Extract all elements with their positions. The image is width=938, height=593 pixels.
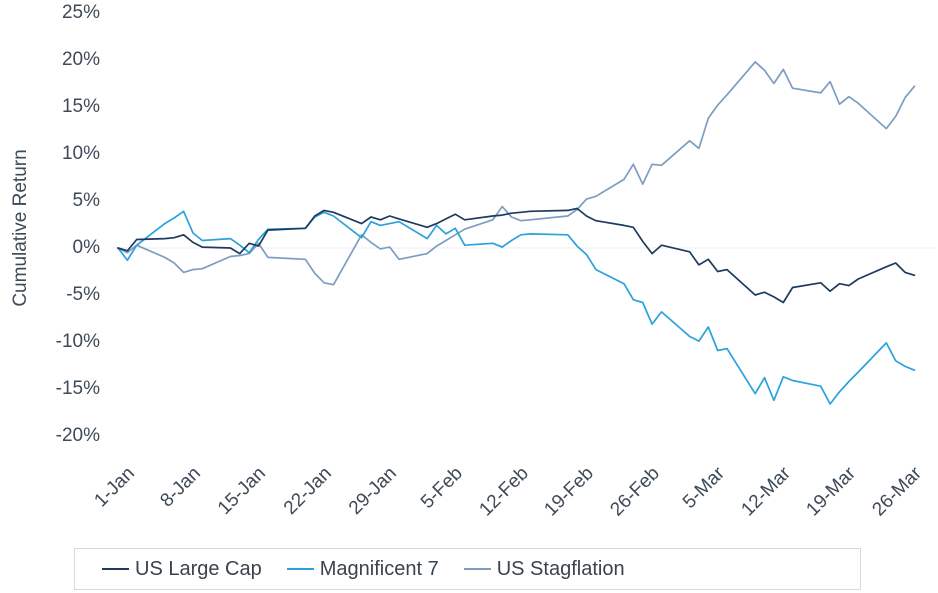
series-line-us-large-cap (117, 207, 916, 304)
legend-line-swatch (102, 568, 129, 570)
legend-item-magnificent-7: Magnificent 7 (286, 557, 439, 581)
legend-label: US Stagflation (496, 557, 625, 580)
legend-line-swatch (286, 568, 314, 570)
y-tick-label: 10% (61, 143, 100, 164)
legend-label: US Large Cap (135, 557, 262, 580)
y-tick-label: 25% (61, 2, 100, 23)
series-line-magnificent-7 (117, 210, 916, 405)
legend-item-us-large-cap: US Large Cap (102, 558, 262, 581)
legend-label: Magnificent 7 (319, 557, 439, 580)
legend: US Large Cap Magnificent 7 US Stagflation (74, 548, 861, 590)
y-tick-label: 0% (72, 237, 100, 258)
y-tick-label: 5% (72, 190, 100, 211)
y-tick-label: -10% (55, 331, 100, 352)
legend-line-swatch (463, 568, 491, 570)
y-tick-label: 20% (61, 49, 100, 70)
series-line-us-stagflation (117, 61, 916, 286)
y-tick-label: 15% (61, 96, 100, 117)
y-tick-label: -5% (66, 284, 100, 305)
y-tick-label: -15% (55, 378, 100, 399)
y-axis-title: Cumulative Return (10, 149, 31, 307)
y-tick-label: -20% (55, 425, 100, 446)
legend-item-us-stagflation: US Stagflation (463, 557, 625, 581)
